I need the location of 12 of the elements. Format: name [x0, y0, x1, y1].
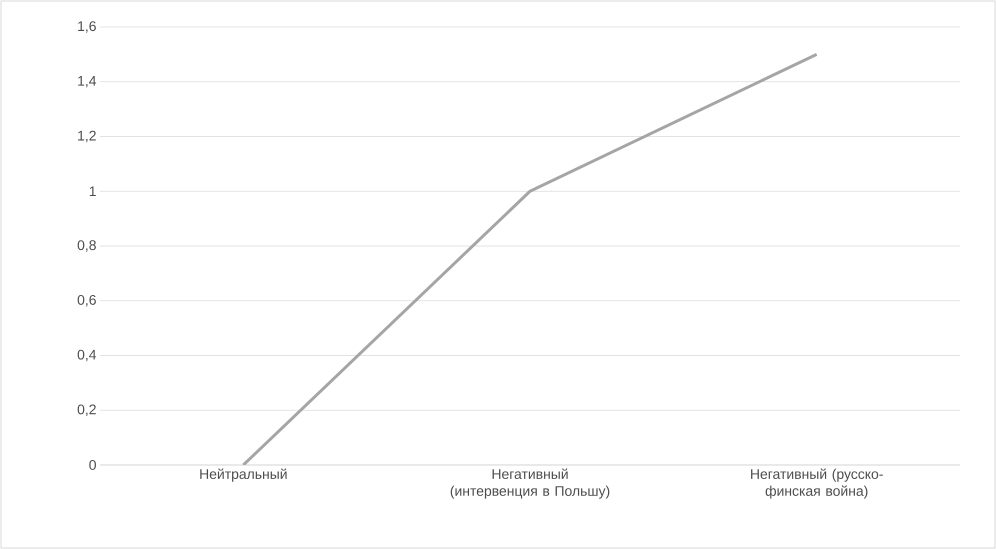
y-tick-label: 1,4 — [78, 76, 96, 88]
y-tick-label: 1,2 — [78, 130, 96, 142]
y-tick-label: 0 — [89, 460, 96, 470]
x-tick-label: Негативный (интервенция в Польшу) — [450, 468, 610, 499]
x-tick-label: Нейтральный — [200, 468, 287, 482]
y-tick-label: 0,8 — [78, 240, 96, 252]
y-tick-label: 0,4 — [78, 350, 96, 362]
y-tick-label: 1 — [90, 186, 96, 196]
x-tick-label: Негативный (русско-финская война) — [751, 468, 883, 499]
y-tick-label: 1,6 — [78, 21, 96, 33]
y-tick-label: 0,2 — [78, 404, 96, 416]
y-tick-label: 0,6 — [78, 294, 96, 306]
